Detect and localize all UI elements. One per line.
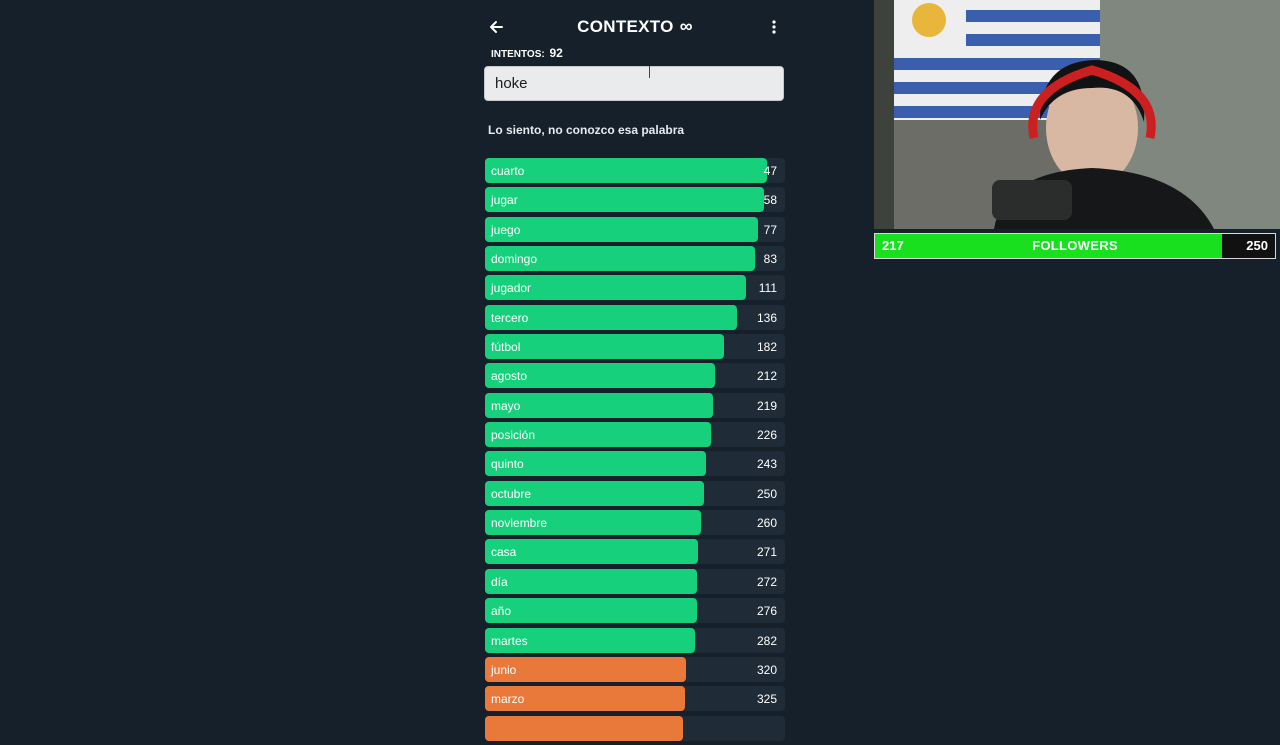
guess-row: domingo 83 xyxy=(485,246,785,272)
guess-rank: 47 xyxy=(763,164,777,178)
similarity-bar xyxy=(485,334,724,360)
guess-rank: 226 xyxy=(756,428,777,443)
guess-row: noviembre 260 xyxy=(485,510,785,536)
back-arrow-icon[interactable] xyxy=(486,16,506,38)
similarity-bar xyxy=(485,216,758,242)
guess-rank: 111 xyxy=(758,281,777,296)
guess-row xyxy=(485,715,785,741)
title-text: CONTEXTO xyxy=(577,17,674,36)
guess-word: tercero xyxy=(491,310,529,325)
followers-label: FOLLOWERS xyxy=(1032,238,1118,253)
guess-row: octubre 250 xyxy=(485,480,785,506)
guess-rank: 250 xyxy=(756,486,777,501)
infinity-icon: ∞ xyxy=(679,16,693,36)
guess-rank: 260 xyxy=(756,516,777,531)
text-cursor-icon xyxy=(649,66,654,78)
guess-word: junio xyxy=(491,662,517,677)
similarity-bar xyxy=(485,392,713,418)
guess-row: marzo 325 xyxy=(485,686,785,712)
guess-rank: 212 xyxy=(756,369,777,384)
guess-word: jugar xyxy=(491,193,518,208)
similarity-bar xyxy=(485,246,755,272)
guess-rank: 272 xyxy=(756,574,777,589)
guess-word: juego xyxy=(491,222,521,237)
similarity-bar xyxy=(485,510,701,536)
guess-word: posición xyxy=(491,428,536,443)
attempts-counter: INTENTOS: 92 xyxy=(491,46,563,60)
guess-row: mayo 219 xyxy=(485,392,785,418)
guess-row: jugador 111 xyxy=(485,275,785,301)
guess-row: tercero 136 xyxy=(485,304,785,330)
guess-row: junio 320 xyxy=(485,656,785,682)
contexto-game-panel: CONTEXTO ∞ INTENTOS: 92 Lo siento, no con… xyxy=(484,0,786,741)
attempts-label: INTENTOS: xyxy=(491,49,545,60)
guess-rank: 282 xyxy=(756,633,777,648)
guess-word: noviembre xyxy=(491,516,548,531)
similarity-bar xyxy=(485,187,764,213)
guess-row: fútbol 182 xyxy=(485,334,785,360)
guess-list: cuarto 47 jugar 58 juego 77 domingo 83 jugador 11… xyxy=(485,158,785,745)
similarity-bar xyxy=(485,627,695,653)
guess-word: fútbol xyxy=(491,340,521,355)
attempts-count: 92 xyxy=(549,46,563,60)
guess-row: año 276 xyxy=(485,598,785,624)
similarity-bar xyxy=(485,715,683,741)
similarity-bar xyxy=(485,422,711,448)
guess-word: agosto xyxy=(491,369,528,384)
app-header: CONTEXTO ∞ xyxy=(484,12,786,42)
guess-row: posición 226 xyxy=(485,422,785,448)
similarity-bar xyxy=(485,656,686,682)
guess-rank: 182 xyxy=(756,340,777,355)
guess-word: casa xyxy=(491,545,517,560)
guess-word: octubre xyxy=(491,486,532,501)
guess-word: martes xyxy=(491,633,528,648)
guess-word: cuarto xyxy=(491,164,525,178)
guess-row: jugar 58 xyxy=(485,187,785,213)
guess-row: quinto 243 xyxy=(485,451,785,477)
similarity-bar xyxy=(485,304,737,330)
guess-word: día xyxy=(491,574,508,589)
similarity-bar xyxy=(485,598,697,624)
guess-input[interactable] xyxy=(484,66,784,101)
guess-word: año xyxy=(491,604,512,619)
guess-row: juego 77 xyxy=(485,216,785,242)
guess-row: agosto 212 xyxy=(485,363,785,389)
guess-row: día 272 xyxy=(485,568,785,594)
guess-rank: 276 xyxy=(756,604,777,619)
guess-rank: 58 xyxy=(763,193,777,208)
guess-row: martes 282 xyxy=(485,627,785,653)
error-message: Lo siento, no conozco esa palabra xyxy=(488,123,685,137)
webcam-overlay xyxy=(874,0,1280,229)
similarity-bar xyxy=(485,539,698,565)
guess-rank: 136 xyxy=(756,310,777,325)
similarity-bar xyxy=(485,363,715,389)
more-vertical-icon[interactable] xyxy=(766,16,782,38)
similarity-bar xyxy=(485,686,685,712)
guess-word: domingo xyxy=(491,252,538,267)
followers-goal: 250 xyxy=(1246,238,1268,253)
guess-word: quinto xyxy=(491,457,524,472)
guess-row: cuarto 47 xyxy=(485,158,785,183)
similarity-bar xyxy=(485,451,706,477)
similarity-bar xyxy=(485,275,746,301)
guess-word: marzo xyxy=(491,692,525,707)
similarity-bar xyxy=(485,480,704,506)
guess-rank: 325 xyxy=(756,692,777,707)
guess-rank: 271 xyxy=(756,545,777,560)
guess-word: jugador xyxy=(491,281,532,296)
page-title: CONTEXTO ∞ xyxy=(484,16,786,37)
guess-rank: 320 xyxy=(756,662,777,677)
similarity-bar xyxy=(485,158,767,183)
guess-rank: 83 xyxy=(763,252,777,267)
followers-progress-fill xyxy=(875,234,1222,258)
guess-word: mayo xyxy=(491,398,521,413)
guess-row: casa 271 xyxy=(485,539,785,565)
guess-rank: 243 xyxy=(756,457,777,472)
guess-rank: 77 xyxy=(763,222,777,237)
followers-goal-bar: FOLLOWERS 217 250 xyxy=(874,233,1276,259)
guess-rank: 219 xyxy=(756,398,777,413)
similarity-bar xyxy=(485,568,697,594)
followers-current: 217 xyxy=(882,238,904,253)
